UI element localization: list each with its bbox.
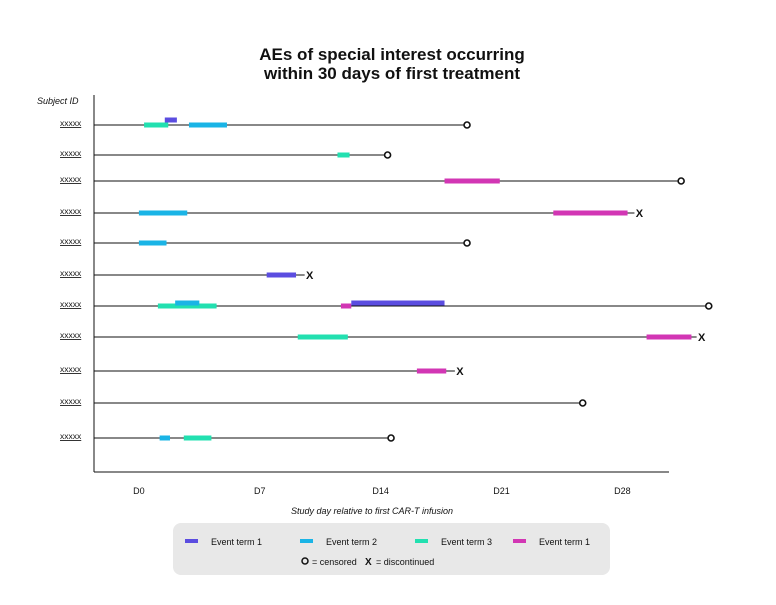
subject-row: xxxxx [60, 236, 471, 247]
subject-row: xxxxx [60, 396, 587, 407]
censored-marker [677, 177, 685, 185]
subject-id-label: xxxxx [60, 396, 82, 406]
event-bar-event4 [553, 210, 628, 216]
subject-id-label: xxxxx [60, 364, 82, 374]
discontinued-marker: X [456, 366, 464, 378]
discontinued-marker: X [636, 208, 644, 220]
subject-id-label: xxxxx [60, 236, 82, 246]
x-tick-label: D14 [372, 486, 389, 496]
subject-id-label: xxxxx [60, 268, 82, 278]
event-bar-event3 [157, 303, 217, 309]
subject-row: xxxxx X [60, 268, 314, 282]
event-bar-event1 [164, 117, 177, 123]
discontinued-legend-symbol: X [365, 557, 372, 568]
discontinued-marker: X [306, 270, 314, 282]
censored-marker [704, 302, 713, 310]
event-bar-event3 [183, 435, 212, 441]
subject-row: xxxxx [60, 117, 471, 129]
event-bar-event4 [416, 368, 447, 374]
x-axis-label: Study day relative to first CAR-T infusi… [291, 506, 453, 516]
subject-id-label: xxxxx [60, 206, 82, 216]
x-tick-label: D28 [614, 486, 631, 496]
legend-box [173, 523, 610, 575]
legend-swatch-event1 [185, 539, 198, 543]
subject-row: xxxxx [60, 148, 392, 159]
censored-marker [463, 121, 471, 129]
censored-legend-label: = censored [312, 557, 357, 567]
event-bar-event1 [266, 272, 297, 278]
subject-id-label: xxxxx [60, 148, 82, 158]
event-bar-event4 [444, 178, 500, 184]
event-bar-event1 [351, 300, 445, 306]
subject-row: xxxxx [60, 299, 713, 310]
subject-row: xxxxx X [60, 364, 464, 378]
event-bar-event2 [138, 240, 167, 246]
subject-row: xxxxx [60, 431, 395, 442]
censored-legend-icon [301, 557, 309, 565]
chart-title-line-1: AEs of special interest occurring [259, 45, 524, 64]
discontinued-legend-label: = discontinued [376, 557, 434, 567]
event-bar-event2 [159, 435, 170, 441]
x-tick-label: D0 [133, 486, 145, 496]
legend-swatch-event3 [415, 539, 428, 543]
subject-row: xxxxx X [60, 330, 706, 344]
subject-id-label: xxxxx [60, 299, 82, 309]
event-bar-event4 [340, 303, 352, 309]
subject-id-label: xxxxx [60, 431, 82, 441]
event-bar-event2 [188, 122, 227, 128]
legend-swatch-event4 [513, 539, 526, 543]
event-bar-event2 [175, 300, 200, 306]
event-bar-event3 [297, 334, 348, 340]
censored-marker [387, 434, 395, 442]
subject-id-label: xxxxx [60, 330, 82, 340]
subject-row: xxxxx X [60, 206, 644, 220]
legend-label: Event term 1 [539, 537, 590, 547]
legend: Event term 1 Event term 2 Event term 3 Even… [173, 523, 610, 575]
censored-marker [578, 399, 587, 407]
event-bar-event4 [646, 334, 692, 340]
y-axis-label: Subject ID [37, 96, 79, 106]
legend-label: Event term 2 [326, 537, 377, 547]
event-bar-event3 [144, 122, 169, 128]
legend-label: Event term 1 [211, 537, 262, 547]
subject-id-label: xxxxx [60, 118, 82, 128]
event-bar-event2 [138, 210, 188, 216]
x-tick-label: D7 [254, 486, 266, 496]
discontinued-marker: X [698, 332, 706, 344]
x-tick-labels: D0 D7 D14 D21 D28 [133, 486, 630, 496]
legend-swatch-event2 [300, 539, 313, 543]
subject-id-label: xxxxx [60, 174, 82, 184]
subject-row: xxxxx [60, 174, 685, 185]
chart-title-line-2: within 30 days of first treatment [263, 64, 520, 83]
censored-marker [383, 151, 392, 159]
censored-marker [463, 239, 471, 247]
legend-label: Event term 3 [441, 537, 492, 547]
x-tick-label: D21 [493, 486, 510, 496]
event-bar-event3 [337, 152, 350, 158]
legend-items: Event term 1 Event term 2 Event term 3 Even… [185, 537, 590, 547]
